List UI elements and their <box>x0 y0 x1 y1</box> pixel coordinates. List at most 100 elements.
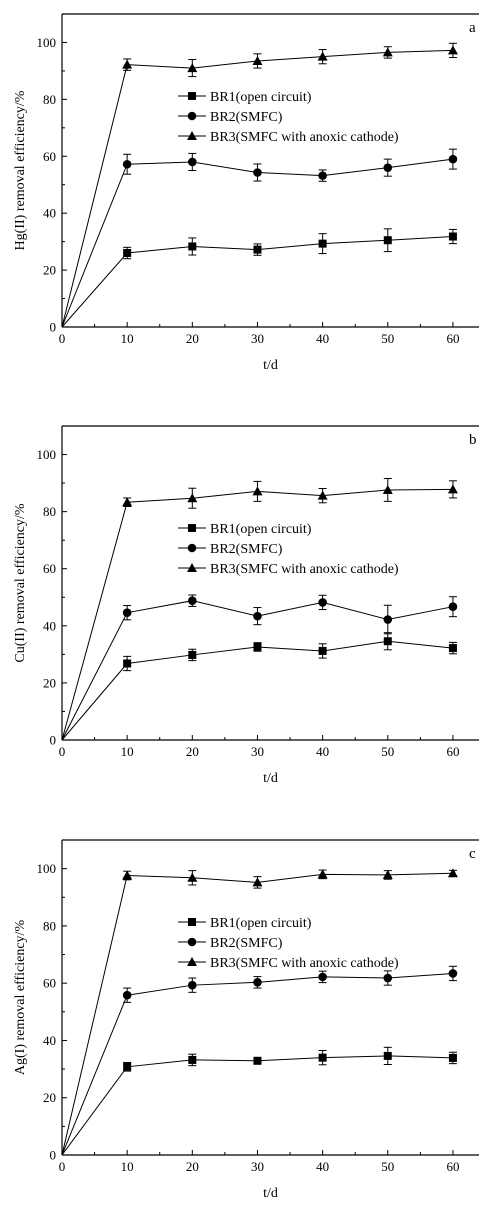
x-tick-label: 10 <box>121 331 134 346</box>
data-point-br2 <box>383 973 393 983</box>
legend-marker-br2 <box>187 937 197 947</box>
legend-marker-br3 <box>187 957 197 966</box>
y-tick-label: 40 <box>43 1033 56 1048</box>
data-point-br1 <box>448 1053 457 1062</box>
data-point-br1 <box>253 642 262 651</box>
y-tick-label: 60 <box>43 561 56 576</box>
legend-label-br2: BR2(SMFC) <box>210 936 283 951</box>
data-point-br2 <box>318 972 327 982</box>
x-tick-label: 20 <box>186 331 199 346</box>
y-tick-label: 0 <box>50 733 57 748</box>
panel-letter: b <box>469 432 477 448</box>
y-tick-label: 60 <box>43 149 56 164</box>
x-tick-label: 0 <box>59 744 66 759</box>
legend-label-br1: BR1(open circuit) <box>210 916 312 931</box>
data-point-br3 <box>317 51 328 61</box>
data-point-br1 <box>188 242 197 251</box>
data-point-br2 <box>253 978 262 987</box>
panel-letter: a <box>469 20 476 36</box>
y-tick-label: 20 <box>43 263 56 278</box>
data-point-br3 <box>252 486 263 496</box>
x-tick-label: 20 <box>186 744 199 759</box>
data-point-br3 <box>382 47 393 57</box>
data-point-br1 <box>318 646 327 655</box>
data-point-br3 <box>447 484 458 494</box>
data-point-br3 <box>447 45 458 55</box>
y-tick-label: 80 <box>43 918 56 933</box>
data-point-br2 <box>122 990 132 1000</box>
y-axis-title: Hg(II) removal efficiency/% <box>13 90 28 250</box>
y-tick-label: 60 <box>43 976 56 991</box>
legend-marker-br1 <box>188 524 196 532</box>
data-point-br2 <box>253 611 262 621</box>
data-point-br3 <box>187 63 198 73</box>
data-point-br3 <box>187 493 198 503</box>
data-point-br1 <box>383 236 392 245</box>
data-point-br1 <box>253 1056 262 1065</box>
series-line-br1 <box>61 640 453 741</box>
x-tick-label: 30 <box>251 331 264 346</box>
x-tick-label: 30 <box>251 744 264 759</box>
data-point-br3 <box>382 869 393 879</box>
legend-marker-br1 <box>188 918 196 926</box>
data-point-br1 <box>383 1051 392 1060</box>
series-line-br2 <box>61 158 454 328</box>
y-tick-label: 20 <box>43 675 56 690</box>
data-point-br1 <box>318 239 327 248</box>
data-point-br3 <box>317 490 328 500</box>
data-point-br1 <box>188 1055 197 1064</box>
y-tick-label: 40 <box>43 206 56 221</box>
y-tick-label: 80 <box>43 504 56 519</box>
legend-marker-br3 <box>187 563 197 572</box>
y-tick-label: 100 <box>37 861 57 876</box>
x-tick-label: 40 <box>316 1159 329 1174</box>
x-tick-label: 40 <box>316 744 329 759</box>
data-point-br3 <box>122 870 133 880</box>
data-point-br2 <box>318 171 327 180</box>
y-tick-label: 20 <box>43 1090 56 1105</box>
x-tick-label: 60 <box>446 1159 459 1174</box>
x-tick-label: 20 <box>186 1159 199 1174</box>
y-tick-label: 0 <box>50 1148 57 1163</box>
x-tick-label: 0 <box>59 331 66 346</box>
legend-marker-br2 <box>187 111 197 121</box>
x-tick-label: 50 <box>381 1159 394 1174</box>
data-point-br1 <box>123 1062 132 1071</box>
data-point-br3 <box>122 497 133 507</box>
y-tick-label: 100 <box>37 35 57 50</box>
data-point-br3 <box>187 872 198 882</box>
legend-label-br3: BR3(SMFC with anoxic cathode) <box>210 562 399 577</box>
legend-marker-br2 <box>187 543 197 553</box>
y-tick-label: 0 <box>50 320 57 335</box>
data-point-br2 <box>448 602 458 611</box>
data-point-br2 <box>383 163 393 172</box>
data-point-br2 <box>448 969 458 978</box>
y-axis-title: Cu(II) removal efficiency/% <box>13 503 28 662</box>
x-tick-label: 50 <box>381 744 394 759</box>
x-tick-label: 60 <box>446 331 459 346</box>
x-tick-label: 10 <box>121 744 134 759</box>
x-axis-title: t/d <box>263 1186 278 1201</box>
chart-panel-a: 0 20 40 60 80 100 0 10 20 30 40 50 60 t/d Hg(II) remov… <box>13 13 479 373</box>
legend-marker-br1 <box>188 92 196 100</box>
chart-panel-c: 0 20 40 60 80 100 0 10 20 30 40 50 60 t/d Ag(I) remova… <box>13 839 479 1201</box>
legend-label-br3: BR3(SMFC with anoxic cathode) <box>210 130 399 145</box>
data-point-br2 <box>122 159 132 169</box>
legend-label-br2: BR2(SMFC) <box>210 542 283 557</box>
data-point-br2 <box>122 608 132 617</box>
data-point-br2 <box>188 980 197 990</box>
data-point-br2 <box>188 596 197 605</box>
x-tick-label: 0 <box>59 1159 66 1174</box>
data-point-br3 <box>252 55 263 65</box>
data-point-br1 <box>318 1053 327 1062</box>
x-tick-label: 30 <box>251 1159 264 1174</box>
data-point-br3 <box>122 59 133 69</box>
legend-label-br1: BR1(open circuit) <box>210 522 312 537</box>
series-line-br1 <box>61 1055 453 1156</box>
data-point-br1 <box>188 650 197 659</box>
x-tick-label: 50 <box>381 331 394 346</box>
data-point-br2 <box>448 154 458 164</box>
y-axis-title: Ag(I) removal efficiency/% <box>13 920 28 1076</box>
data-point-br1 <box>448 644 457 653</box>
